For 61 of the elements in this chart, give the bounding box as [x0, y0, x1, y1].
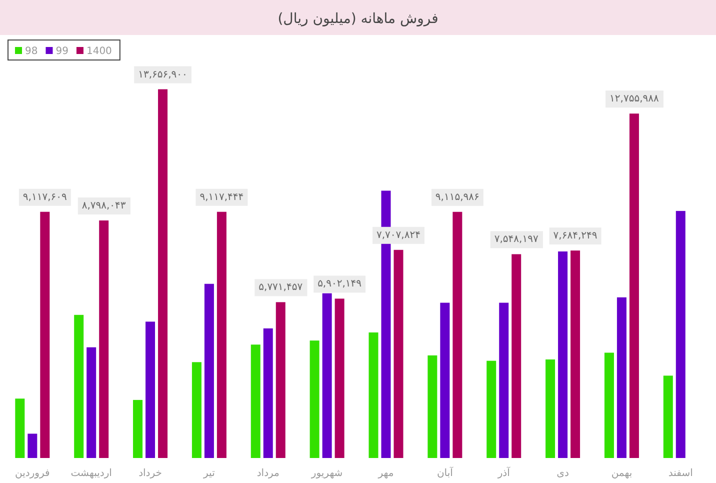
bar — [310, 340, 320, 458]
data-label: ۱۳,۶۵۶,۹۰۰ — [138, 69, 188, 80]
bar — [216, 212, 226, 458]
bar — [512, 254, 522, 458]
x-tick-label: اردیبهشت — [70, 468, 112, 479]
bar — [546, 359, 556, 458]
bar — [250, 344, 260, 458]
bar — [334, 298, 344, 458]
bar — [146, 322, 156, 458]
data-label: ۷,۷۰۷,۸۲۴ — [376, 230, 420, 241]
bar — [394, 250, 404, 458]
data-label: ۹,۱۱۵,۹۸۶ — [435, 192, 480, 203]
bar — [276, 302, 286, 458]
legend-label: 98 — [25, 46, 38, 57]
x-tick-label: آبان — [436, 466, 454, 479]
bar — [570, 250, 580, 458]
data-label: ۹,۱۱۷,۶۰۹ — [22, 192, 67, 203]
bar — [629, 114, 639, 458]
bar — [99, 220, 109, 458]
bar — [204, 284, 214, 458]
bar — [676, 210, 686, 458]
x-tick-label: اسفند — [668, 468, 693, 479]
bar — [616, 297, 626, 458]
bar — [322, 293, 332, 458]
data-label: ۷,۶۸۴,۲۴۹ — [553, 230, 598, 242]
bar — [440, 302, 450, 458]
x-tick-label: مهر — [377, 468, 394, 479]
bar — [452, 212, 462, 458]
data-label: ۵,۹۰۲,۱۴۹ — [318, 278, 362, 290]
bar — [86, 347, 96, 458]
bar — [133, 400, 143, 458]
bar — [192, 362, 202, 458]
data-label: ۵,۷۷۱,۴۵۷ — [258, 282, 304, 294]
data-label: ۱۲,۷۵۵,۹۸۸ — [610, 94, 660, 105]
bar — [499, 302, 509, 458]
x-tick-label: بهمن — [611, 468, 632, 479]
data-label: ۹,۱۱۷,۴۴۴ — [200, 192, 244, 203]
bar — [15, 398, 25, 458]
bar — [74, 314, 84, 458]
x-tick-label: دی — [556, 468, 569, 479]
bar — [28, 434, 38, 458]
bar — [158, 89, 168, 458]
bar — [558, 251, 568, 458]
data-label: ۸,۷۹۸,۰۴۳ — [82, 200, 126, 212]
bar — [428, 355, 438, 458]
x-tick-label: آذر — [496, 466, 512, 479]
bar — [486, 360, 496, 458]
bar — [368, 332, 378, 458]
bar — [40, 212, 50, 458]
bar — [663, 376, 673, 458]
x-tick-label: تیر — [202, 468, 216, 479]
x-tick-label: شهریور — [310, 468, 343, 479]
legend-label: 99 — [56, 46, 68, 57]
chart-title: فروش ماهانه (میلیون ریال) — [278, 11, 438, 27]
bar — [263, 328, 273, 458]
x-tick-label: خرداد — [138, 468, 162, 479]
bar — [604, 352, 614, 458]
x-tick-label: فروردین — [15, 468, 50, 479]
legend-label: 1400 — [86, 46, 112, 57]
data-label: ۷,۵۴۸,۱۹۷ — [494, 234, 539, 246]
x-tick-label: مرداد — [256, 468, 280, 479]
